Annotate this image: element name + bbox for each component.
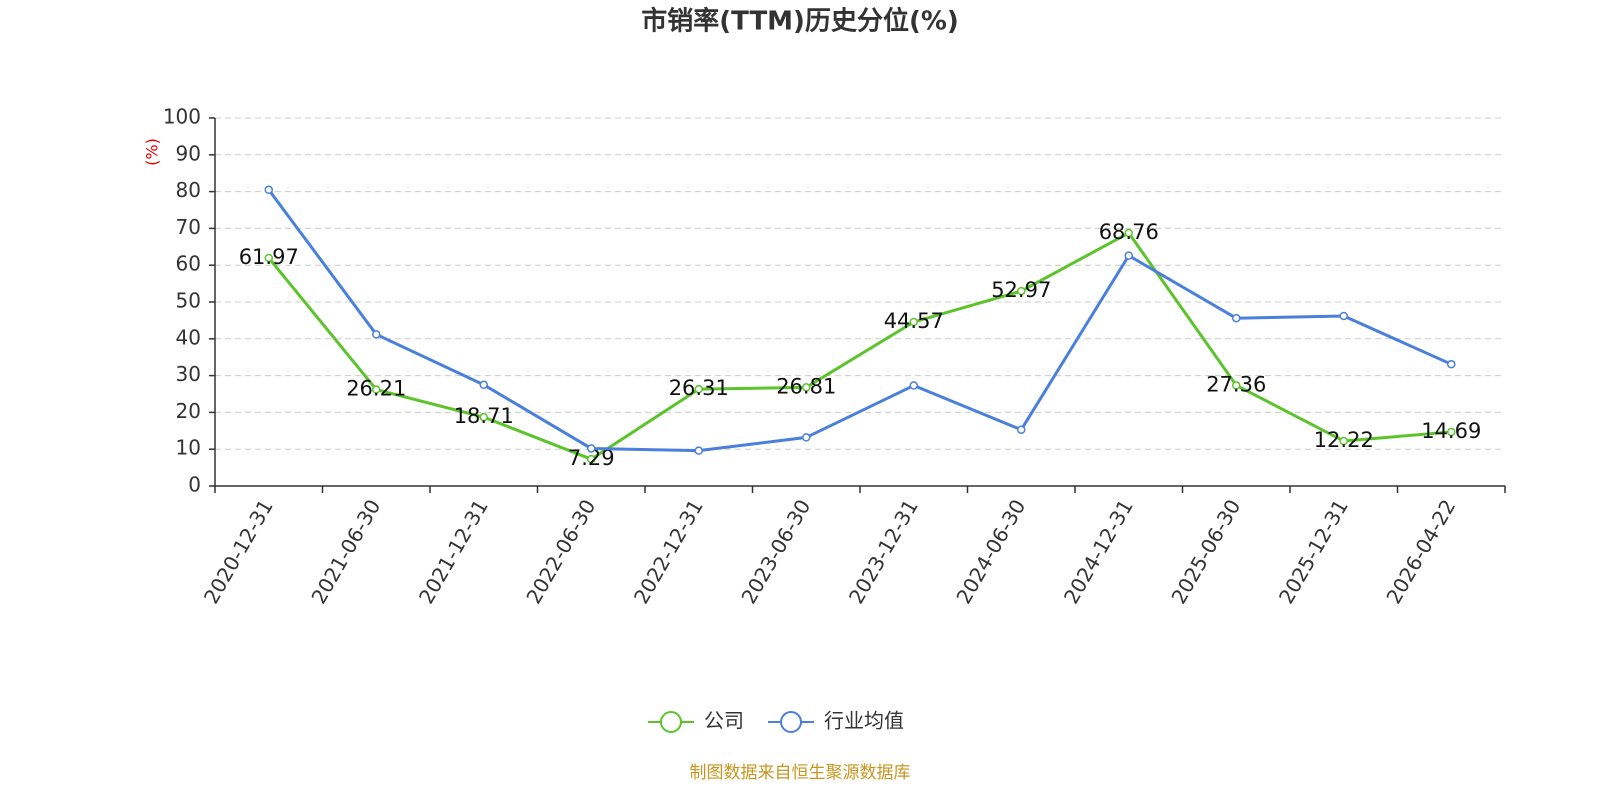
data-label: 68.76 <box>1099 220 1159 244</box>
data-point <box>264 253 273 263</box>
data-point <box>479 380 488 390</box>
data-point <box>802 433 811 442</box>
data-point <box>372 330 381 339</box>
y-tick-label: 10 <box>176 436 201 460</box>
y-axis-label: (%) <box>143 138 162 166</box>
x-tick-label: 2025-12-31 <box>1274 495 1353 608</box>
x-tick-label: 2022-12-31 <box>629 495 708 608</box>
x-tick-label: 2021-06-30 <box>306 495 385 608</box>
data-label: 26.21 <box>346 377 406 401</box>
legend-marker <box>780 711 802 733</box>
data-point <box>1447 427 1456 437</box>
data-point <box>1124 251 1133 260</box>
y-tick-label: 100 <box>163 105 201 129</box>
legend-label: 公司 <box>704 709 744 733</box>
y-tick-label: 80 <box>176 178 201 202</box>
data-label: 18.71 <box>454 404 514 428</box>
data-point <box>587 444 596 453</box>
legend-label: 行业均值 <box>824 709 904 733</box>
x-tick-label: 2021-12-31 <box>414 495 493 608</box>
data-point <box>1017 425 1026 434</box>
x-tick-label: 2024-06-30 <box>951 495 1030 608</box>
y-tick-label: 60 <box>176 252 201 276</box>
data-label: 26.81 <box>776 374 836 398</box>
source-note: 制图数据来自恒生聚源数据库 <box>690 763 911 783</box>
data-point <box>372 385 381 394</box>
x-tick-label: 2022-06-30 <box>521 495 600 608</box>
x-tick-label: 2020-12-31 <box>199 495 278 608</box>
y-tick-label: 90 <box>176 141 201 165</box>
data-point <box>909 317 918 327</box>
data-point <box>1017 286 1026 296</box>
data-point <box>802 383 811 392</box>
y-tick-label: 30 <box>176 362 201 386</box>
data-point <box>587 454 596 464</box>
data-point <box>264 185 273 195</box>
x-tick-label: 2023-12-31 <box>844 495 923 608</box>
data-label: 14.69 <box>1421 419 1481 443</box>
data-label: 44.57 <box>884 309 944 333</box>
y-tick-label: 20 <box>176 399 201 423</box>
chart-title: 市销率(TTM)历史分位(%) <box>641 6 959 37</box>
y-tick-label: 0 <box>188 473 201 497</box>
data-label: 52.97 <box>991 278 1051 302</box>
data-point <box>1339 436 1348 446</box>
x-tick-label: 2026-04-22 <box>1381 495 1460 608</box>
data-label: 26.31 <box>669 376 729 400</box>
y-tick-label: 40 <box>176 325 201 349</box>
data-point <box>694 446 703 455</box>
x-tick-label: 2023-06-30 <box>736 495 815 608</box>
x-tick-label: 2025-06-30 <box>1166 495 1245 608</box>
data-point <box>909 381 918 390</box>
series-line <box>267 188 1452 453</box>
data-point <box>1124 228 1133 238</box>
y-tick-label: 50 <box>176 289 201 313</box>
y-tick-label: 70 <box>176 215 201 239</box>
series-line <box>267 231 1452 461</box>
data-point <box>1232 313 1241 323</box>
data-point <box>1232 381 1241 390</box>
data-point <box>479 412 488 422</box>
data-point <box>694 384 703 394</box>
x-tick-label: 2024-12-31 <box>1059 495 1138 608</box>
data-point <box>1447 359 1456 369</box>
data-point <box>1339 311 1348 321</box>
data-label: 61.97 <box>239 245 299 269</box>
data-label: 27.36 <box>1206 372 1266 396</box>
data-label: 12.22 <box>1314 428 1374 452</box>
legend-marker <box>660 711 682 733</box>
